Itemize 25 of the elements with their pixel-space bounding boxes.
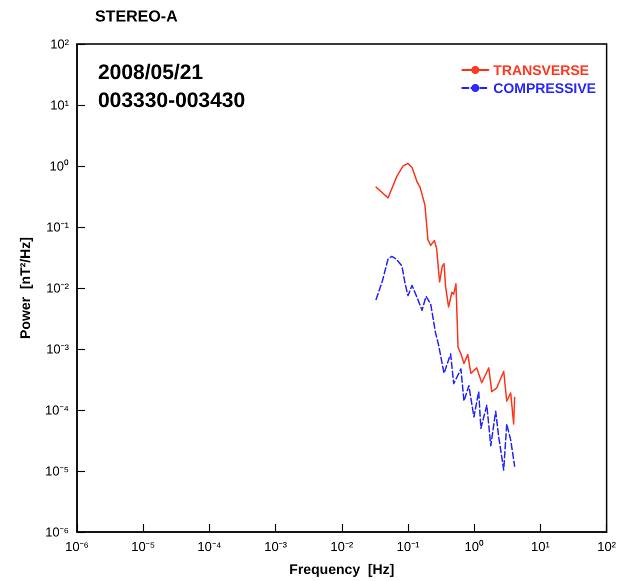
x-tick-label: 10⁻² xyxy=(330,539,354,554)
y-axis-title: Power [nT²/Hz] xyxy=(17,237,33,339)
x-tick-label: 10⁰ xyxy=(464,539,484,554)
x-tick-label: 10⁻¹ xyxy=(396,539,420,554)
x-tick-label: 10⁻⁵ xyxy=(131,539,156,554)
x-tick-label: 10¹ xyxy=(531,539,550,554)
y-tick-label: 10⁻⁶ xyxy=(45,524,69,540)
y-tick-label: 10⁻² xyxy=(46,280,70,296)
y-tick-label: 10² xyxy=(50,36,70,52)
legend-label: TRANSVERSE xyxy=(493,62,589,78)
x-tick-label: 10⁻⁴ xyxy=(197,539,222,554)
y-tick-label: 10⁻⁴ xyxy=(44,402,69,418)
y-tick-label: 10⁻³ xyxy=(46,342,70,356)
x-tick-label: 10⁻⁶ xyxy=(65,539,89,554)
x-axis-title: Frequency [Hz] xyxy=(289,561,394,577)
legend-label: COMPRESSIVE xyxy=(493,80,596,96)
y-tick-label: 10⁰ xyxy=(50,158,69,174)
y-tick-label: 10⁻¹ xyxy=(46,220,70,234)
y-tick-label: 10⁻⁵ xyxy=(45,464,69,478)
annotation: 2008/05/21 xyxy=(98,61,204,84)
chart-title: STEREO-A xyxy=(95,8,178,26)
x-tick-label: 10² xyxy=(597,539,617,554)
x-tick-label: 10⁻³ xyxy=(264,539,288,554)
y-tick-label: 10¹ xyxy=(50,98,70,112)
annotation: 003330-003430 xyxy=(98,89,246,112)
